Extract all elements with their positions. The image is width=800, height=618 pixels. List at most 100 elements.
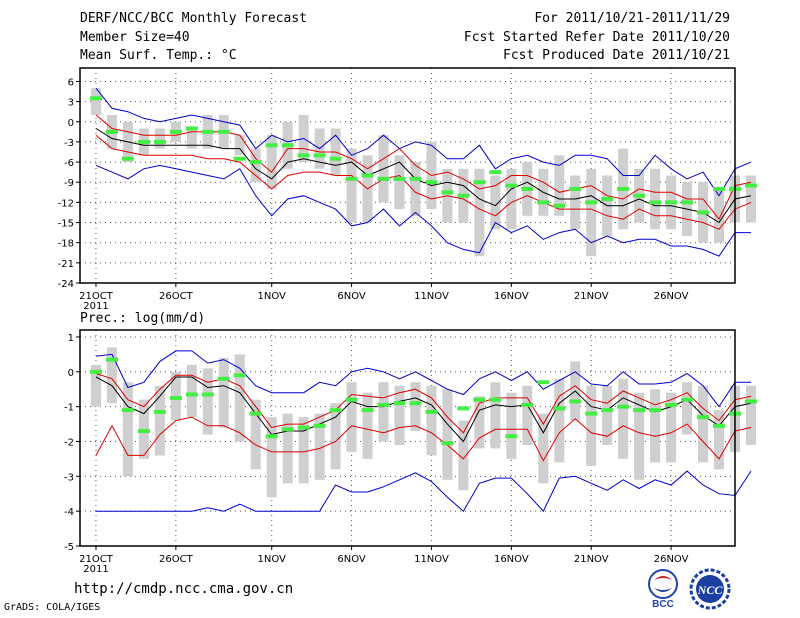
forecast-period: For 2011/10/21-2011/11/29 — [534, 11, 730, 26]
spread-bar — [618, 378, 629, 459]
spread-bar — [266, 417, 277, 498]
spread-bar — [650, 389, 661, 463]
spread-bar — [346, 148, 357, 223]
x-tick-label: 11NOV — [414, 291, 449, 302]
observed-marker — [585, 200, 598, 205]
spread-bar — [554, 378, 565, 463]
observed-marker — [121, 408, 134, 413]
y-tick-label: 6 — [68, 77, 74, 88]
observed-marker — [617, 404, 630, 409]
observed-marker — [217, 376, 230, 381]
spread-bar — [282, 413, 293, 484]
x-tick-label: 6NOV — [337, 291, 366, 302]
x-tick-label: 21OCT — [79, 554, 114, 565]
spread-bar — [186, 364, 197, 418]
series-line-min — [95, 164, 751, 257]
spread-bar — [474, 396, 485, 449]
variable-label: Mean Surf. Temp.: °C — [80, 48, 237, 63]
observed-marker — [153, 139, 166, 144]
series-line-max — [95, 87, 752, 197]
observed-marker — [361, 173, 374, 178]
spread-bar — [90, 364, 101, 407]
series-line-lower — [95, 134, 752, 230]
observed-marker — [649, 408, 662, 413]
observed-marker — [393, 176, 406, 181]
plot-frame — [79, 67, 736, 284]
x-tick-label: 1NOV — [258, 291, 287, 302]
spread-bar — [378, 382, 389, 442]
observed-marker — [89, 369, 102, 374]
observed-marker — [233, 156, 246, 161]
series-line-upper — [95, 373, 752, 434]
x-tick-sublabel: 2011 — [83, 564, 108, 575]
observed-marker — [521, 186, 534, 191]
spread-bar — [554, 155, 565, 216]
y-tick-label: -2 — [64, 437, 74, 448]
y-tick-label: -6 — [64, 158, 74, 169]
observed-marker — [457, 193, 470, 198]
bcc-logo-text: BCC — [652, 599, 674, 608]
observed-marker — [313, 153, 326, 158]
observed-marker — [697, 210, 710, 215]
observed-marker — [185, 392, 198, 397]
observed-marker — [489, 397, 502, 402]
observed-marker — [265, 434, 278, 439]
spread-bar — [666, 392, 677, 463]
observed-marker — [393, 401, 406, 406]
observed-marker — [473, 397, 486, 402]
y-tick-label: -15 — [58, 219, 74, 230]
observed-marker — [281, 427, 294, 432]
observed-marker — [457, 406, 470, 411]
ncc-logo-text: NCC — [697, 583, 724, 597]
x-tick-label: 16NOV — [494, 554, 529, 565]
spread-bar — [106, 347, 117, 404]
spread-bar — [426, 385, 437, 456]
y-tick-label: -3 — [64, 138, 74, 149]
spread-bar — [490, 175, 501, 230]
observed-marker — [649, 200, 662, 205]
observed-marker — [201, 129, 214, 134]
observed-marker — [105, 129, 118, 134]
spread-bar — [218, 357, 229, 428]
member-size: Member Size=40 — [80, 30, 190, 45]
y-tick-label: -21 — [58, 259, 74, 270]
observed-marker — [361, 408, 374, 413]
observed-marker — [105, 357, 118, 362]
observed-marker — [377, 176, 390, 181]
spread-bar — [186, 128, 197, 149]
spread-bar — [570, 175, 581, 230]
spread-bar — [250, 399, 261, 470]
chart-title: DERF/NCC/BCC Monthly Forecast — [80, 11, 307, 26]
panel-title: Prec.: log(mm/d) — [80, 311, 205, 326]
observed-marker — [537, 380, 550, 385]
spread-bar — [586, 168, 597, 257]
observed-marker — [265, 143, 278, 148]
spread-bar — [650, 168, 661, 230]
observed-marker — [441, 190, 454, 195]
spread-bar — [682, 382, 693, 435]
observed-marker — [281, 143, 294, 148]
spread-bar — [506, 392, 517, 459]
observed-marker — [633, 193, 646, 198]
y-tick-label: -5 — [64, 542, 74, 553]
spread-bar — [458, 420, 469, 491]
observed-marker — [585, 411, 598, 416]
spread-bar — [586, 385, 597, 466]
observed-marker — [89, 96, 102, 101]
source-url[interactable]: http://cmdp.ncc.cma.gov.cn — [74, 581, 294, 597]
spread-bar — [506, 168, 517, 230]
spread-bar — [202, 368, 213, 435]
spread-bar — [154, 128, 165, 149]
observed-marker — [601, 408, 614, 413]
observed-marker — [713, 186, 726, 191]
spread-bar — [714, 410, 725, 470]
spread-bar — [490, 382, 501, 449]
spread-bar — [474, 168, 485, 257]
spread-bar — [314, 413, 325, 480]
observed-marker — [633, 408, 646, 413]
spread-bar — [330, 403, 341, 470]
y-tick-label: -12 — [58, 198, 74, 209]
spread-bar — [714, 188, 725, 243]
